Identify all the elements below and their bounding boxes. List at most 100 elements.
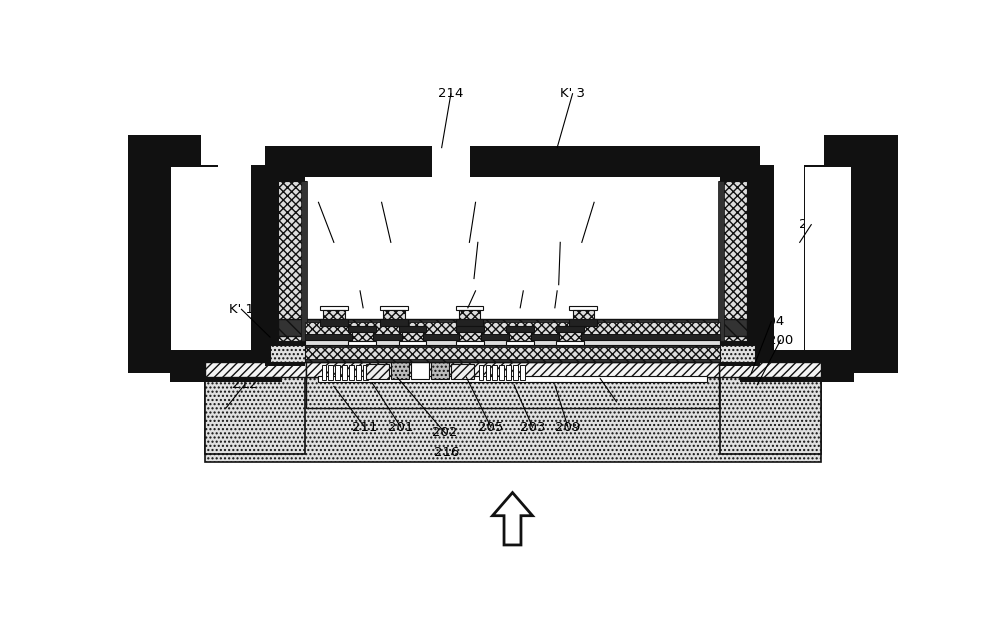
Text: 205': 205' <box>463 236 492 249</box>
Bar <box>380 307 408 310</box>
Bar <box>569 319 597 326</box>
Text: 202: 202 <box>432 426 457 439</box>
Bar <box>363 365 368 380</box>
Bar <box>456 307 483 310</box>
Bar <box>719 362 820 377</box>
Bar <box>323 310 345 319</box>
Text: K' 1: K' 1 <box>229 303 254 316</box>
Bar <box>170 165 218 373</box>
Bar <box>335 365 340 380</box>
Bar <box>492 365 497 380</box>
Bar <box>520 365 525 380</box>
Text: 203: 203 <box>520 420 545 434</box>
Text: 205: 205 <box>478 420 504 434</box>
Bar <box>719 180 747 341</box>
Bar <box>265 146 760 177</box>
Bar <box>170 350 282 383</box>
Bar <box>356 365 361 380</box>
Bar <box>431 362 449 380</box>
Bar <box>306 362 719 377</box>
Bar <box>328 365 333 380</box>
Bar <box>559 332 581 341</box>
Bar <box>456 326 484 332</box>
Bar <box>205 362 306 377</box>
Text: 214: 214 <box>438 87 464 100</box>
Bar <box>513 365 518 380</box>
Bar <box>506 326 534 332</box>
Bar <box>352 332 373 341</box>
Bar <box>349 365 354 380</box>
Bar <box>278 180 306 341</box>
Bar <box>306 377 719 408</box>
Bar <box>432 146 470 177</box>
Text: 216: 216 <box>434 446 460 459</box>
Bar <box>205 377 820 462</box>
Bar <box>451 364 474 380</box>
Bar <box>205 377 305 454</box>
Bar <box>265 146 305 365</box>
Text: 215: 215 <box>799 218 824 231</box>
Text: 208: 208 <box>545 284 570 298</box>
Text: 213: 213 <box>369 196 394 209</box>
Bar <box>366 364 389 380</box>
Text: K' 4: K' 4 <box>463 196 488 209</box>
Bar <box>569 307 597 310</box>
Bar <box>399 326 426 332</box>
Bar <box>320 319 348 326</box>
Bar <box>720 146 760 365</box>
Bar <box>318 376 707 381</box>
Bar <box>348 341 376 345</box>
Bar <box>270 345 305 362</box>
Bar <box>506 365 511 380</box>
Bar <box>305 347 720 360</box>
Bar <box>128 134 201 167</box>
Bar <box>171 167 218 350</box>
Text: 206: 206 <box>511 284 536 298</box>
Text: 212: 212 <box>232 378 257 391</box>
Bar <box>278 319 747 336</box>
Bar <box>391 362 409 380</box>
Bar <box>306 362 325 377</box>
Text: 210: 210 <box>604 396 629 408</box>
Bar <box>399 341 426 345</box>
Bar <box>556 341 584 345</box>
Text: 204: 204 <box>759 315 784 328</box>
Bar <box>322 365 326 380</box>
Text: 206': 206' <box>546 236 575 249</box>
FancyArrow shape <box>492 493 533 545</box>
Text: K' 2: K' 2 <box>463 284 488 298</box>
Bar <box>128 134 174 373</box>
Bar <box>824 134 898 167</box>
Text: 207': 207' <box>580 196 609 209</box>
Bar <box>305 340 720 345</box>
Bar <box>411 362 429 380</box>
Bar <box>720 377 820 454</box>
Bar <box>305 177 720 335</box>
Text: 211: 211 <box>352 420 377 434</box>
Bar <box>805 167 851 350</box>
Bar <box>718 180 724 341</box>
Bar <box>459 310 480 319</box>
Bar <box>573 310 594 319</box>
Bar <box>402 332 423 341</box>
Bar <box>383 310 405 319</box>
Bar <box>456 319 483 326</box>
Bar <box>380 319 408 326</box>
Text: 200: 200 <box>768 333 793 347</box>
Bar <box>740 350 854 383</box>
Bar <box>342 365 347 380</box>
Bar <box>348 326 376 332</box>
Bar <box>305 347 720 360</box>
Bar <box>251 165 270 350</box>
Text: 208': 208' <box>304 196 333 209</box>
Text: K' 3: K' 3 <box>560 87 585 100</box>
Text: 201: 201 <box>388 420 414 434</box>
Bar <box>556 326 584 332</box>
Bar <box>509 332 531 341</box>
Bar <box>499 365 504 380</box>
Bar <box>301 180 307 341</box>
Bar <box>459 332 481 341</box>
Bar <box>486 365 490 380</box>
Bar <box>456 341 484 345</box>
Bar <box>720 345 755 362</box>
